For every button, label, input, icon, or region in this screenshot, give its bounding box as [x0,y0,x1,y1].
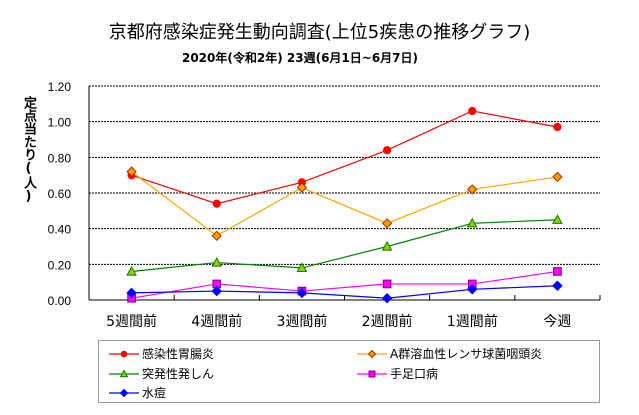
legend-marker [119,368,129,377]
data-point [552,171,563,183]
data-point [381,240,393,251]
data-point [126,265,137,276]
series-line [131,285,558,299]
y-tick-label: 0.40 [48,223,72,237]
legend-swatch [109,388,139,397]
axes [88,86,601,301]
data-point [211,230,222,242]
y-tick-label: 0.00 [48,294,72,308]
series-line [131,270,558,299]
data-point [382,279,392,289]
y-tick-label: 1.00 [48,116,72,130]
data-point [552,214,563,224]
data-point [296,287,308,299]
x-tick-label: 2週間前 [362,313,413,330]
data-point [552,280,563,291]
data-point [553,267,562,276]
data-point [467,184,478,195]
x-tick-label: 4週間前 [191,313,242,330]
data-point [211,257,223,267]
x-tick-labels: 5週間前 4週間前 3週間前 2週間前 1週間前 今週 [106,313,571,330]
y-tick-label: 1.20 [48,80,72,94]
data-point [212,199,221,208]
data-point [468,106,477,116]
y-axis-label: 定点当たり(人) [21,96,36,204]
series-3 [126,214,563,276]
legend-marker [368,370,376,377]
legend-swatch [357,349,387,358]
legend-swatch [109,368,139,377]
series-2 [126,166,563,242]
data-point [466,217,478,228]
data-point [381,293,393,304]
legend-item: 感染性胃腸炎 [109,345,214,362]
data-point [553,122,562,132]
legend-item: 手足口病 [357,365,438,382]
series-1 [127,106,562,208]
legend-marker [120,350,128,357]
chart-title: 京都府感染症発生動向調査(上位5疾患の推移グラフ) [108,22,531,43]
chart-subtitle: 2020年(令和2年) 23週(6月1日~6月7日) [181,51,419,65]
legend-swatch [357,370,387,377]
legend-item: 水痘 [109,384,166,401]
data-point [296,182,308,193]
series-line [131,110,558,205]
series-line [131,171,558,237]
gridlines [89,85,600,265]
legend-label: 感染性胃腸炎 [142,347,215,361]
legend-item: 突発性発しん [109,365,214,382]
series-group [126,106,563,304]
legend-marker [119,388,129,397]
series-5 [126,280,563,304]
x-tick-label: 3週間前 [276,313,327,330]
legend-label: 水痘 [142,386,167,400]
y-tick-label: 0.60 [48,187,72,201]
series-line [131,219,558,273]
x-tick-label: 1週間前 [447,313,498,330]
data-point [382,146,392,155]
legend-swatch [109,350,139,357]
y-tick-label: 0.20 [48,258,72,272]
data-point [467,284,478,295]
y-tick-label: 0.80 [48,151,72,165]
y-tick-labels: 0.00 0.20 0.40 0.60 0.80 1.00 1.20 [48,80,72,308]
data-point [126,166,137,177]
legend-label: A群溶血性レンサ球菌咽頭炎 [390,347,543,361]
legend-label: 手足口病 [390,367,439,381]
legend: 感染性胃腸炎 A群溶血性レンサ球菌咽頭炎突発性発しん 手足口病水痘 [98,340,600,403]
data-point [126,287,137,299]
x-tick-label: 5週間前 [106,313,157,330]
data-point [211,285,222,297]
x-tick-label: 今週 [543,314,571,330]
legend-label: 突発性発しん [142,367,215,381]
data-point [381,218,393,229]
legend-marker [367,349,377,358]
data-point [296,262,308,272]
legend-item: A群溶血性レンサ球菌咽頭炎 [357,345,542,362]
line-chart: 0.00 0.20 0.40 0.60 0.80 1.00 1.20 5週間前 4週間前 3週間… [48,80,601,330]
